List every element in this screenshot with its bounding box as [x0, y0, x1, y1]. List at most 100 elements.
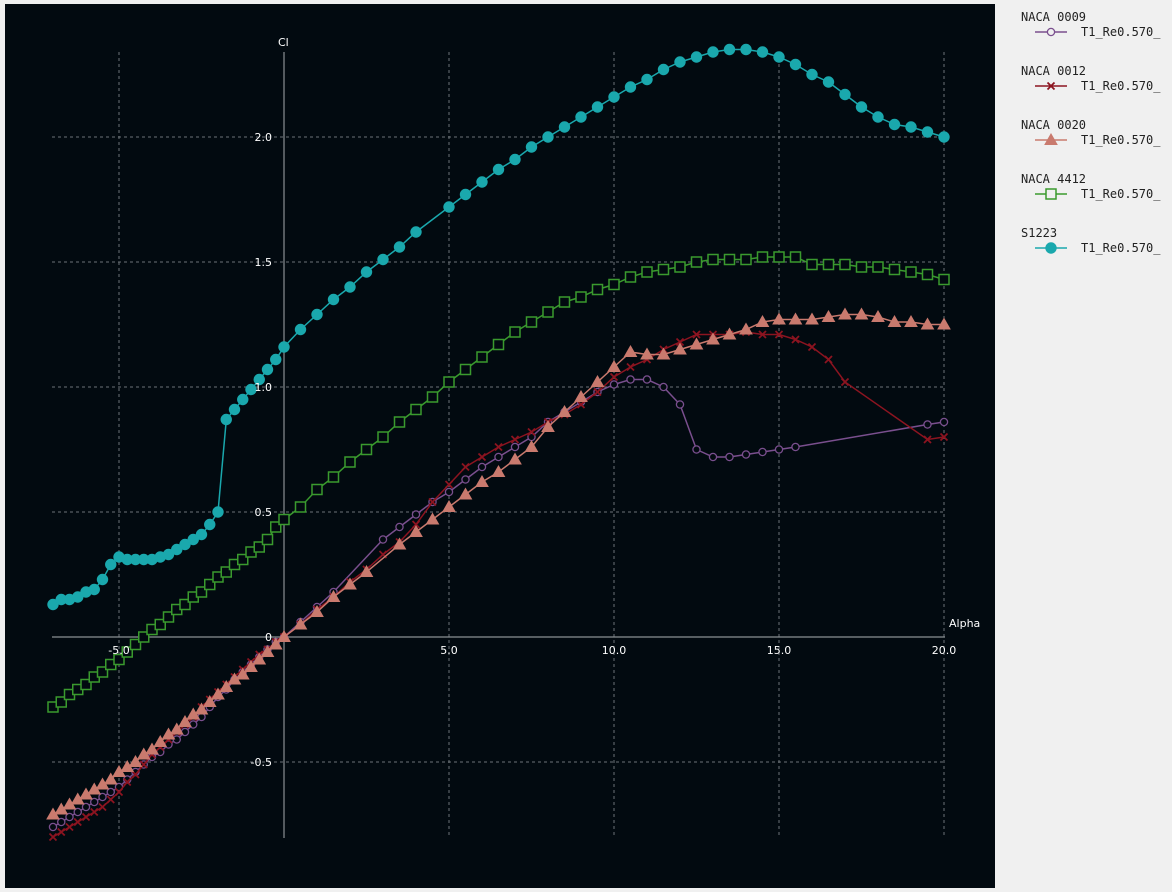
data-point — [106, 787, 116, 797]
data-point — [278, 513, 290, 526]
data-point — [525, 316, 538, 328]
data-point — [80, 678, 92, 691]
data-point — [113, 653, 125, 666]
data-point — [772, 312, 786, 325]
data-point — [806, 68, 818, 81]
data-point — [773, 251, 785, 263]
data-point — [756, 251, 769, 263]
data-point — [888, 263, 901, 276]
data-point — [707, 253, 719, 266]
data-point — [65, 812, 74, 822]
data-point — [48, 832, 58, 842]
data-point — [839, 258, 851, 271]
y-tick-label: 0.5 — [255, 506, 273, 519]
data-point — [344, 281, 356, 293]
data-point — [392, 537, 407, 550]
data-point — [624, 271, 637, 283]
data-point — [443, 201, 455, 213]
legend-series-name: NACA 0009 — [1021, 10, 1086, 24]
data-point — [740, 43, 752, 56]
data-point — [609, 372, 619, 382]
y-tick-label: -0.5 — [251, 756, 272, 769]
data-point — [268, 637, 283, 650]
data-point — [789, 251, 802, 263]
data-point — [706, 332, 720, 345]
data-point — [326, 589, 341, 602]
data-point — [789, 58, 802, 71]
legend-series-label: T1_Re0.570_ — [1081, 25, 1161, 39]
data-point — [410, 403, 422, 416]
data-point — [590, 374, 605, 387]
data-point — [105, 558, 117, 571]
data-point — [888, 118, 901, 131]
data-point — [359, 564, 374, 577]
data-point — [106, 795, 115, 804]
axis-labels: -5.0 5.0 10.0 15.0 20.0 -0.5 0 0.5 1.0 1.5 2.0 Alph… — [108, 36, 980, 769]
data-point — [692, 445, 701, 454]
data-point — [202, 694, 217, 707]
data-point — [261, 363, 274, 376]
data-point — [204, 578, 216, 591]
data-point — [57, 817, 66, 827]
data-point — [476, 176, 488, 188]
data-point — [278, 341, 290, 353]
data-point — [311, 483, 323, 496]
data-point — [855, 101, 868, 113]
data-point — [821, 309, 836, 322]
data-point — [459, 363, 472, 376]
data-point — [659, 382, 668, 392]
legend-series-label: T1_Re0.570_ — [1081, 79, 1161, 93]
data-point — [393, 416, 406, 428]
data-point — [921, 126, 934, 138]
data-point — [904, 314, 918, 327]
data-point — [171, 543, 183, 556]
data-point — [527, 427, 536, 437]
data-point — [245, 383, 257, 396]
data-point — [494, 452, 503, 462]
data-point — [905, 266, 917, 278]
data-point — [774, 445, 784, 454]
data-point — [591, 101, 604, 113]
data-point — [131, 770, 140, 779]
data-point — [642, 375, 652, 384]
data-point — [393, 241, 406, 253]
data-point — [212, 506, 224, 518]
data-point — [509, 326, 521, 338]
data-point — [428, 497, 437, 507]
legend-series-label: T1_Re0.570_ — [1081, 133, 1161, 147]
data-point — [169, 722, 184, 735]
data-point — [822, 76, 835, 88]
data-point — [425, 512, 440, 525]
data-point — [508, 452, 522, 465]
data-point — [114, 787, 124, 797]
data-point — [707, 46, 719, 58]
data-point — [673, 342, 687, 355]
data-point — [872, 261, 884, 273]
data-point — [542, 306, 554, 318]
data-point — [839, 88, 851, 101]
data-point — [411, 510, 421, 519]
data-point — [461, 475, 470, 484]
data-point — [758, 330, 767, 339]
data-point — [277, 629, 291, 642]
x-tick-label: 10.0 — [602, 644, 627, 657]
data-point — [477, 452, 487, 462]
data-point — [920, 317, 935, 330]
data-point — [180, 727, 190, 737]
data-point — [525, 141, 538, 153]
data-point — [220, 566, 232, 578]
data-point — [48, 822, 58, 832]
data-point — [461, 462, 470, 472]
x-tick-label: 20.0 — [932, 644, 957, 657]
data-point — [675, 337, 685, 347]
data-point — [923, 435, 932, 444]
data-point — [524, 439, 539, 452]
polar-plot[interactable]: -5.0 5.0 10.0 15.0 20.0 -0.5 0 0.5 1.0 1.5 2.0 Alph… — [0, 0, 997, 892]
legend-item[interactable]: S1223 T1_Re0.570_ — [1021, 226, 1161, 255]
x-tick-label: 5.0 — [440, 644, 458, 657]
legend-marker — [1046, 27, 1056, 37]
